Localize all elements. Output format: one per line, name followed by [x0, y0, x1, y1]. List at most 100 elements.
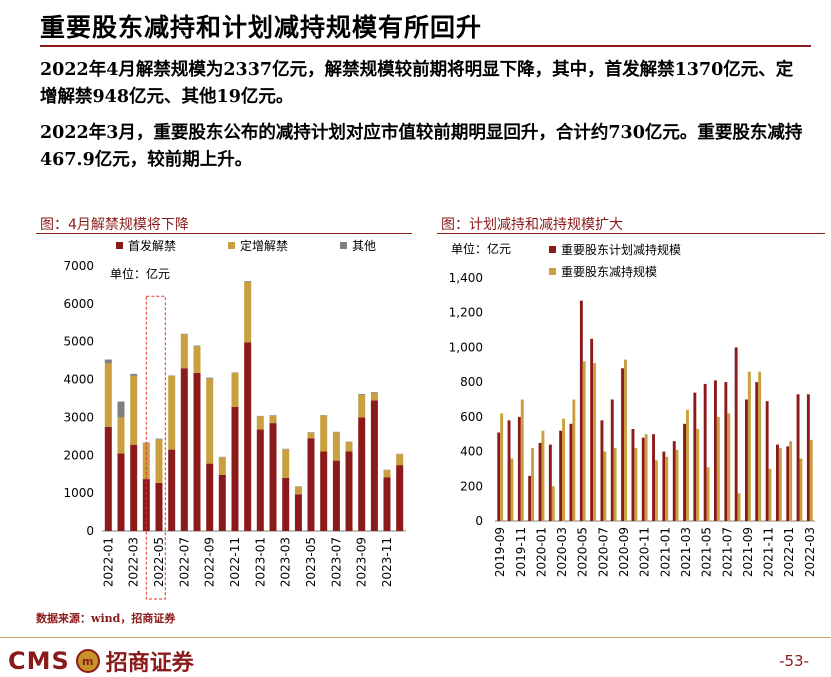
bar2-重要股东计划减持规模-2020-01	[539, 443, 542, 521]
bar-首发解禁-2022-01	[105, 427, 112, 531]
y2-tick-label: 800	[460, 375, 483, 389]
bar2-重要股东减持规模-2020-11	[645, 434, 648, 521]
bar-定增解禁-2022-03	[130, 376, 137, 445]
bar-定增解禁-2023-06	[320, 416, 327, 452]
bar-首发解禁-2023-09	[358, 417, 365, 531]
y-tick-label: 2000	[63, 448, 94, 462]
bar2-重要股东计划减持规模-2021-02	[673, 441, 676, 521]
bar2-重要股东计划减持规模-2021-04	[693, 393, 696, 521]
bar2-重要股东计划减持规模-2021-09	[745, 400, 748, 522]
y-tick-label: 6000	[63, 297, 94, 311]
x2-tick-label: 2021-01	[658, 527, 672, 577]
footer-divider	[0, 637, 831, 638]
x-tick-label: 2023-03	[279, 537, 293, 587]
bar-首发解禁-2023-04	[295, 494, 302, 531]
chart1-title: 图：4月解禁规模将下降	[40, 214, 189, 234]
y-tick-label: 3000	[63, 410, 94, 424]
bar2-重要股东计划减持规模-2020-08	[611, 400, 614, 522]
bar-定增解禁-2023-04	[295, 487, 302, 495]
bar2-重要股东减持规模-2021-01	[665, 457, 668, 521]
bar2-重要股东减持规模-2022-01	[789, 441, 792, 521]
bar2-重要股东计划减持规模-2021-05	[704, 384, 707, 521]
x-tick-label: 2022-09	[203, 537, 217, 587]
x2-tick-label: 2019-11	[514, 527, 528, 577]
bar-定增解禁-2022-12	[244, 282, 251, 343]
bar2-重要股东减持规模-2019-11	[521, 400, 524, 522]
y2-tick-label: 1,200	[449, 306, 483, 320]
bar-其他-2022-01	[105, 360, 112, 364]
bar2-重要股东计划减持规模-2020-07	[601, 420, 604, 521]
bar2-重要股东计划减持规模-2021-12	[776, 445, 779, 521]
bar-定增解禁-2022-07	[181, 334, 188, 368]
bar-定增解禁-2022-08	[194, 346, 201, 373]
x-tick-label: 2023-09	[355, 537, 369, 587]
bar2-重要股东计划减持规模-2022-03	[807, 394, 810, 521]
cms-logo: CMS m 招商证券	[8, 645, 194, 677]
chart2-unit-label: 单位：亿元	[451, 241, 511, 256]
x2-tick-label: 2021-05	[700, 527, 714, 577]
legend2-label-1: 重要股东减持规模	[561, 264, 657, 279]
bar-首发解禁-2023-11	[384, 477, 391, 531]
x-tick-label: 2023-01	[253, 537, 267, 587]
bar-定增解禁-2023-03	[282, 449, 289, 478]
bar-其他-2022-08	[194, 346, 201, 347]
bar2-重要股东计划减持规模-2020-02	[549, 445, 552, 521]
legend-label-2: 其他	[352, 239, 376, 253]
bar2-重要股东计划减持规模-2019-10	[508, 420, 511, 521]
bar2-重要股东减持规模-2021-12	[779, 448, 782, 521]
chart2-title-rule	[437, 233, 825, 234]
x2-tick-label: 2021-09	[741, 527, 755, 577]
bar2-重要股东计划减持规模-2019-12	[528, 476, 531, 521]
bar-其他-2022-03	[130, 374, 137, 376]
bar2-重要股东计划减持规模-2020-06	[590, 339, 593, 521]
legend2-label-0: 重要股东计划减持规模	[561, 242, 681, 257]
x2-tick-label: 2020-03	[555, 527, 569, 577]
bar-首发解禁-2023-10	[371, 400, 378, 531]
x-tick-label: 2023-11	[380, 537, 394, 587]
bar2-重要股东减持规模-2022-03	[810, 440, 813, 521]
bar2-重要股东计划减持规模-2020-09	[621, 368, 624, 521]
legend-label-0: 首发解禁	[128, 238, 176, 253]
chart1-title-rule	[36, 233, 412, 234]
bar2-重要股东减持规模-2022-02	[800, 459, 803, 522]
bar2-重要股东减持规模-2020-04	[572, 400, 575, 522]
bar2-重要股东减持规模-2021-09	[748, 372, 751, 521]
bar2-重要股东减持规模-2019-09	[500, 413, 503, 521]
bar-首发解禁-2022-05	[156, 483, 163, 531]
bar-定增解禁-2023-09	[358, 395, 365, 418]
bar-首发解禁-2022-03	[130, 445, 137, 531]
bar2-重要股东减持规模-2019-10	[511, 459, 514, 522]
bar2-重要股东计划减持规模-2021-10	[755, 382, 758, 521]
chart2-svg: 单位：亿元重要股东计划减持规模重要股东减持规模02004006008001,00…	[437, 236, 827, 606]
page-number: -53-	[779, 652, 809, 670]
x-tick-label: 2023-07	[329, 537, 343, 587]
bar-其他-2022-05	[156, 439, 163, 440]
y-tick-label: 7000	[63, 259, 94, 273]
bar-首发解禁-2023-08	[346, 452, 353, 532]
y-tick-label: 4000	[63, 373, 94, 387]
bar2-重要股东减持规模-2019-12	[531, 448, 534, 521]
x2-tick-label: 2022-01	[782, 527, 796, 577]
bar2-重要股东减持规模-2021-03	[686, 410, 689, 521]
bar-定增解禁-2023-08	[346, 442, 353, 452]
bar2-重要股东计划减持规模-2020-10	[632, 429, 635, 521]
bar-定增解禁-2023-02	[270, 416, 277, 424]
bar2-重要股东计划减持规模-2020-03	[559, 431, 562, 521]
bar-其他-2022-02	[118, 402, 125, 418]
bar-首发解禁-2022-08	[194, 373, 201, 531]
y2-tick-label: 200	[460, 479, 483, 493]
bar2-重要股东减持规模-2021-04	[696, 429, 699, 521]
title-divider	[40, 45, 811, 47]
bar-首发解禁-2023-02	[270, 423, 277, 531]
legend-label-1: 定增解禁	[240, 238, 288, 253]
bar-首发解禁-2022-02	[118, 453, 125, 531]
bar2-重要股东减持规模-2021-11	[769, 469, 772, 521]
legend-swatch-0	[116, 242, 123, 249]
bar2-重要股东减持规模-2020-06	[593, 363, 596, 521]
bar2-重要股东计划减持规模-2019-09	[497, 433, 500, 522]
bar-定增解禁-2023-10	[371, 393, 378, 401]
logo-latin: CMS	[8, 647, 70, 675]
bar2-重要股东减持规模-2021-06	[717, 417, 720, 521]
x-tick-label: 2022-03	[127, 537, 141, 587]
x2-tick-label: 2022-03	[803, 527, 817, 577]
